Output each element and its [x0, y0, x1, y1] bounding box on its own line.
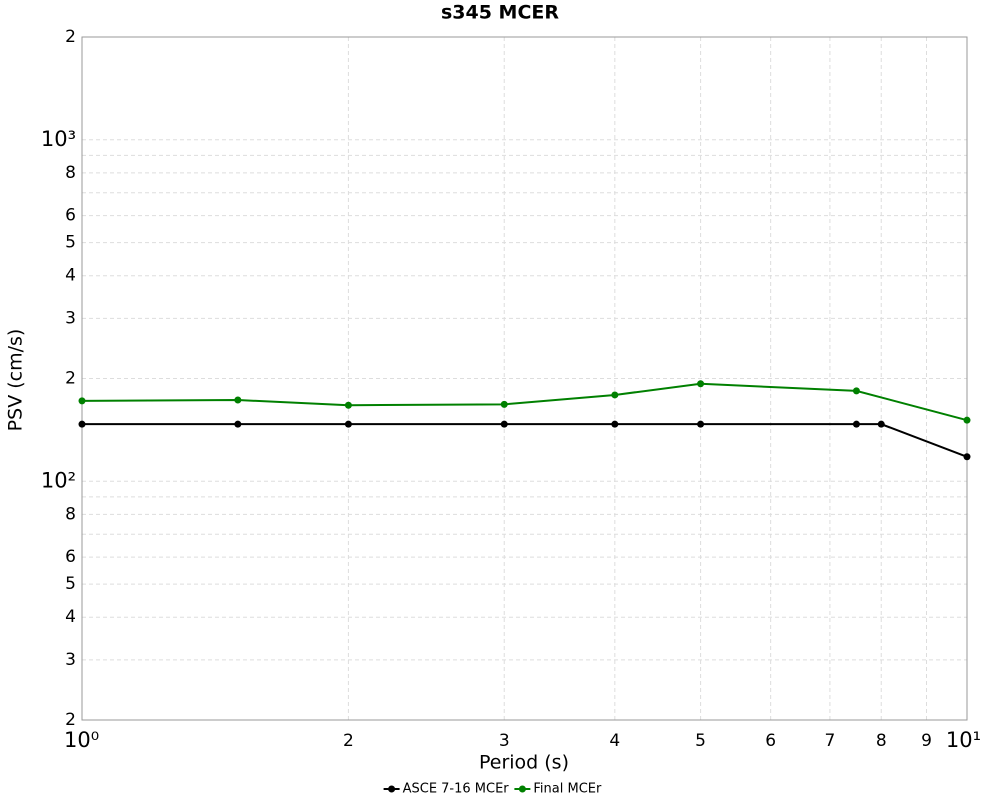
data-point — [234, 420, 242, 428]
data-point — [500, 420, 508, 428]
data-point — [78, 397, 86, 405]
data-point — [234, 396, 242, 404]
data-point — [611, 391, 619, 399]
x-tick-label: 8 — [876, 731, 887, 751]
x-tick-label: 4 — [609, 731, 620, 751]
y-tick-label: 6 — [65, 547, 76, 567]
plot-frame — [81, 36, 968, 721]
x-tick-label: 2 — [343, 731, 354, 751]
series-line — [82, 423, 968, 458]
y-tick-label: 10² — [41, 468, 76, 492]
x-axis-label: Period (s) — [479, 752, 569, 774]
data-point — [344, 401, 352, 409]
x-tick-label: 7 — [824, 731, 835, 751]
series-line — [81, 382, 968, 422]
legend-label: Final MCEr — [533, 782, 602, 797]
x-tick-label: 10⁰ — [64, 728, 99, 752]
x-tick-label: 9 — [921, 731, 932, 751]
data-point — [344, 420, 352, 428]
y-axis-label: PSV (cm/s) — [5, 329, 27, 432]
data-point — [963, 416, 971, 424]
y-tick-label: 5 — [65, 574, 76, 594]
data-point — [697, 420, 705, 428]
y-tick-label: 3 — [65, 308, 76, 328]
chart-title: s345 MCER — [441, 2, 559, 24]
legend-marker — [388, 785, 396, 793]
y-tick-label: 5 — [65, 233, 76, 253]
data-point — [500, 400, 508, 408]
y-tick-label: 2 — [65, 710, 76, 730]
x-tick-label: 6 — [765, 731, 776, 751]
data-point — [852, 387, 860, 395]
data-point — [78, 420, 86, 428]
legend-marker — [518, 785, 526, 793]
y-tick-label: 2 — [65, 369, 76, 389]
y-tick-label: 8 — [65, 163, 76, 183]
data-point — [852, 420, 860, 428]
x-tick-label: 10¹ — [946, 728, 981, 752]
y-tick-label: 10³ — [41, 127, 76, 151]
y-tick-label: 6 — [65, 206, 76, 226]
data-point — [877, 420, 885, 428]
y-tick-label: 4 — [65, 266, 76, 286]
y-tick-label: 4 — [65, 607, 76, 627]
data-point — [611, 420, 619, 428]
y-tick-label: 8 — [65, 504, 76, 524]
legend-label: ASCE 7-16 MCEr — [403, 782, 510, 797]
data-point — [963, 453, 971, 461]
y-tick-label: 3 — [65, 650, 76, 670]
data-point — [697, 380, 705, 388]
x-tick-label: 3 — [499, 731, 510, 751]
y-tick-label: 2 — [65, 27, 76, 47]
x-tick-label: 5 — [695, 731, 706, 751]
